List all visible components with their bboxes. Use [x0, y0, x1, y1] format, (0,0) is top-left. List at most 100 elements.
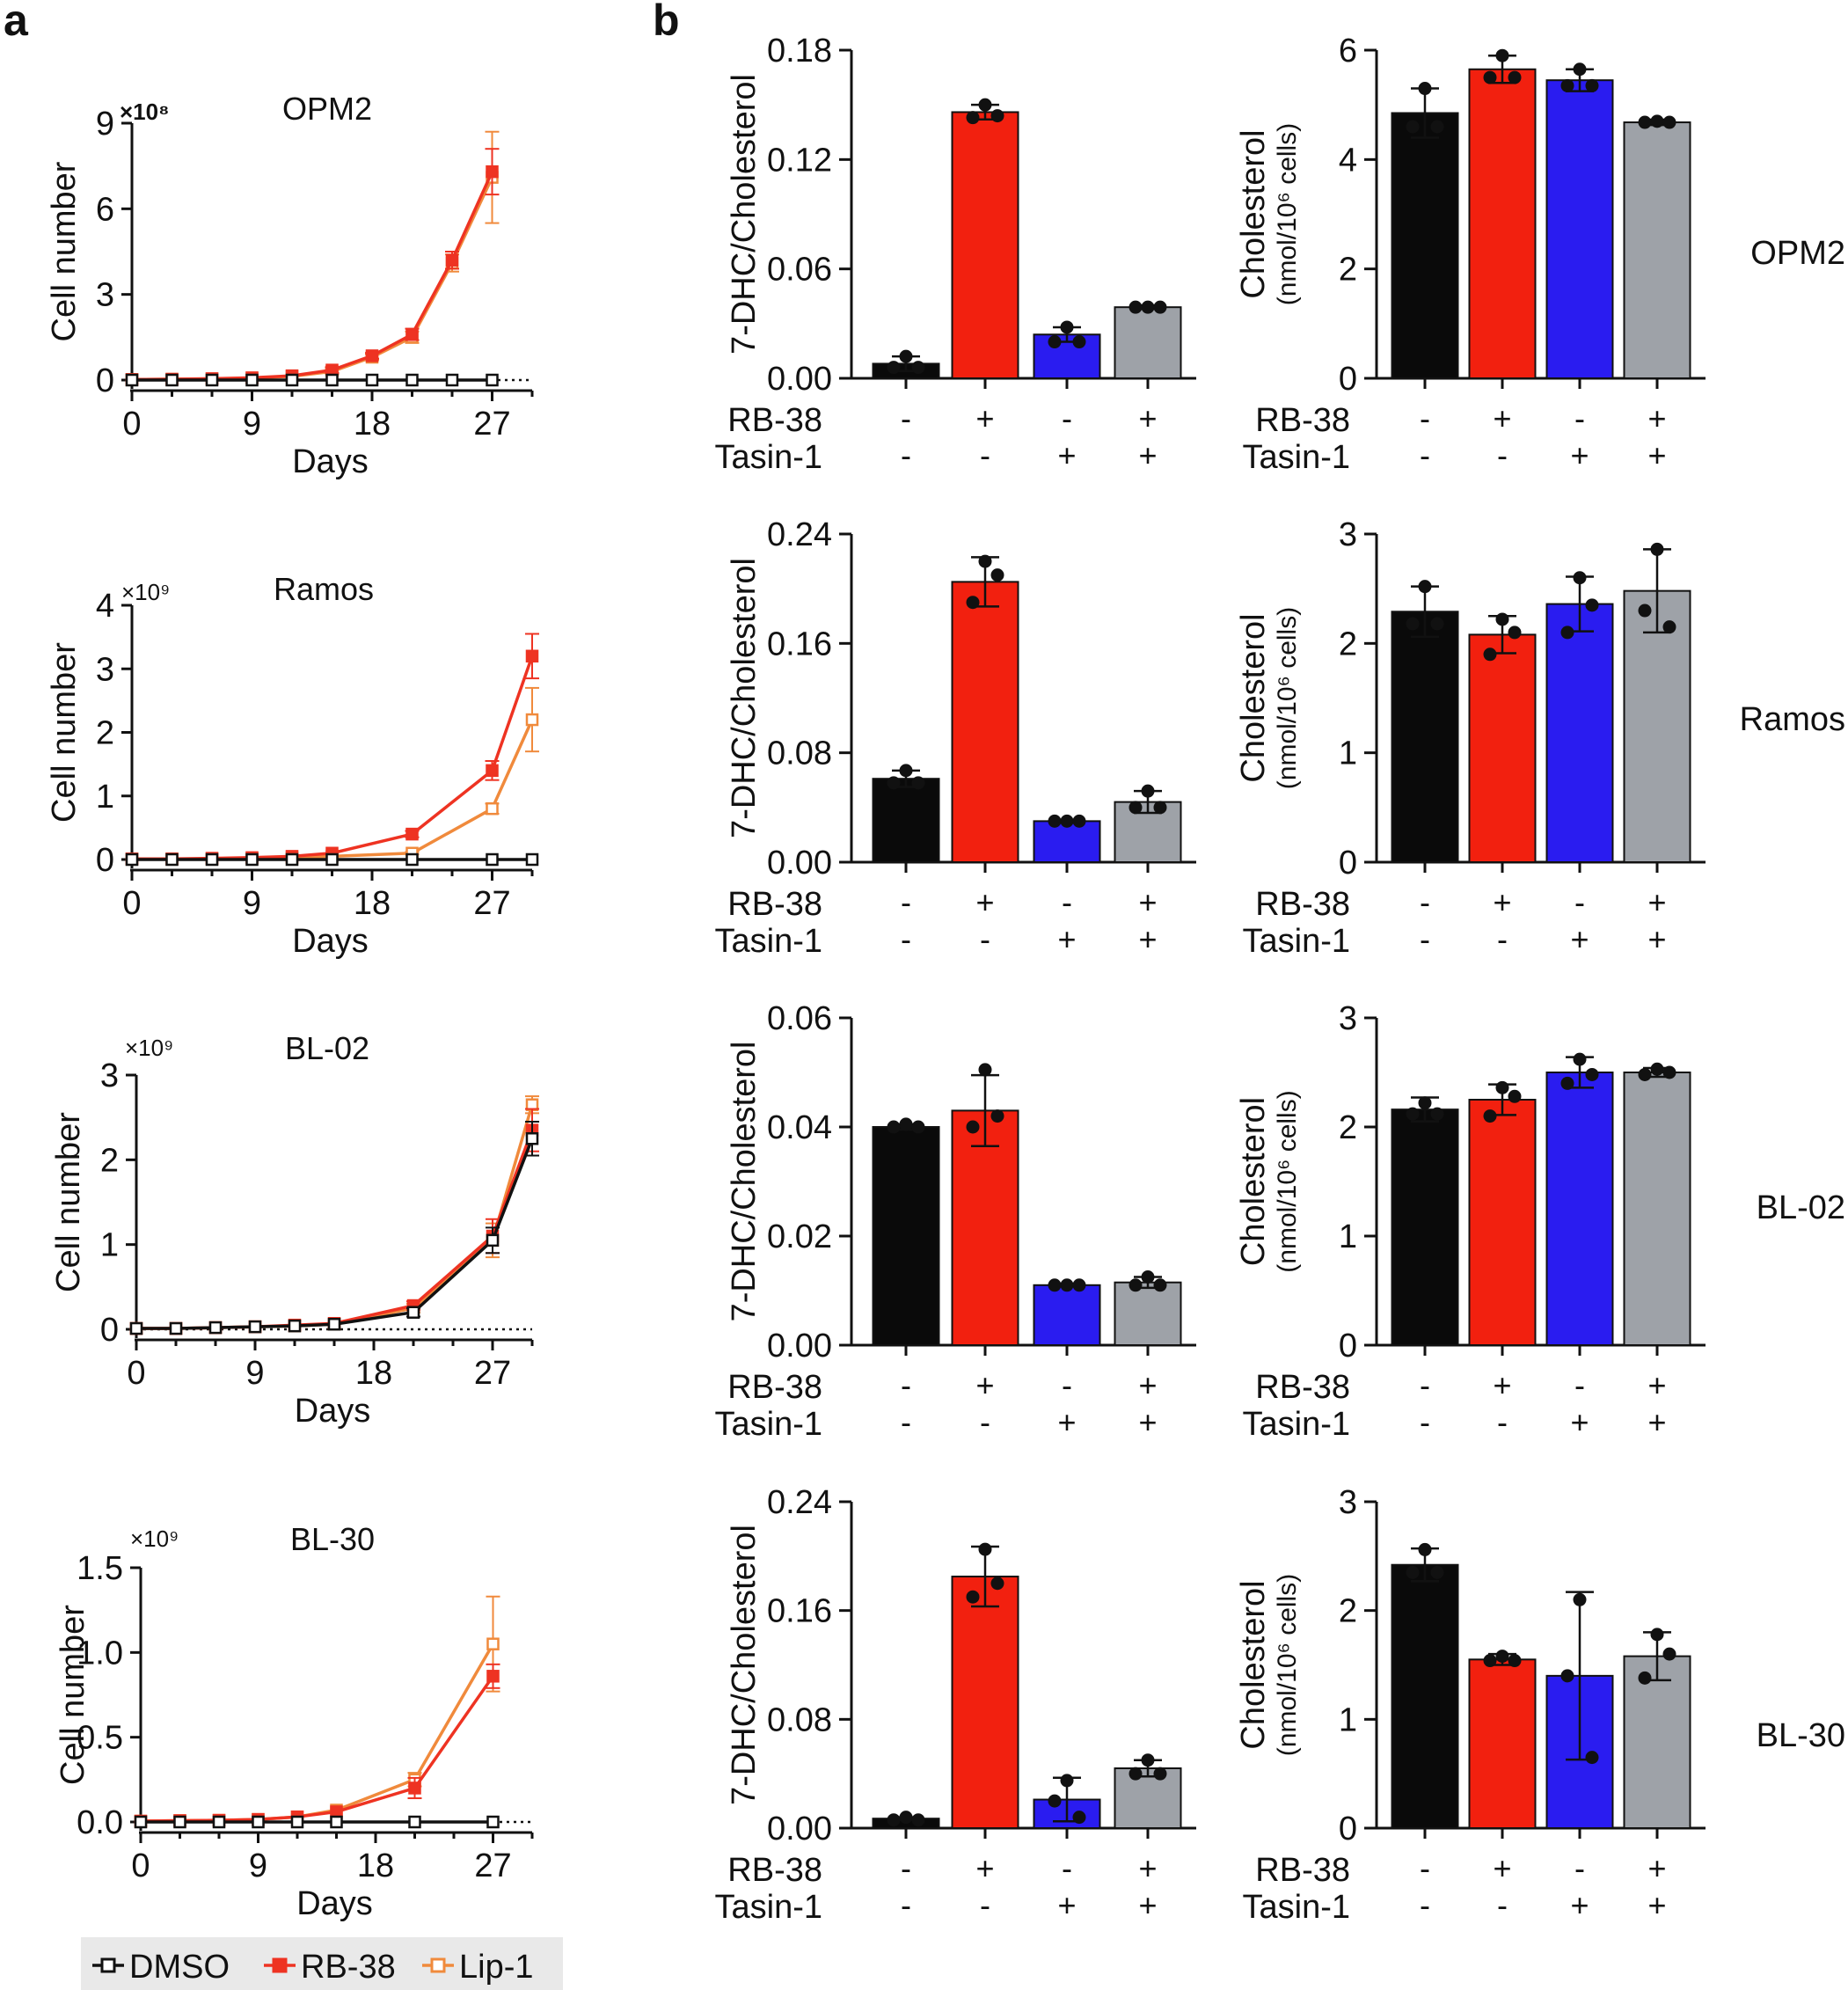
treatment-label-rb38: RB-38 — [1255, 1369, 1350, 1406]
data-point — [325, 373, 339, 387]
replicate-point — [1508, 1654, 1522, 1668]
series-dmso — [129, 1120, 539, 1335]
y-axis-unit: (nmol/10⁶ cells) — [1273, 1574, 1302, 1756]
y-tick-label: 3 — [1339, 1484, 1357, 1521]
treatment-sign: - — [901, 921, 911, 957]
bar-combo — [1623, 121, 1691, 379]
replicate-point — [1141, 784, 1155, 798]
y-tick-label: 0.06 — [767, 1000, 832, 1037]
bar-tasin1 — [1545, 1072, 1614, 1346]
data-point — [165, 852, 179, 867]
treatment-label-tasin1: Tasin-1 — [1243, 1406, 1351, 1443]
replicate-point — [1662, 620, 1676, 634]
treatment-sign: - — [901, 1367, 911, 1403]
legend: DMSO RB-38 Lip-1 — [81, 1937, 563, 1990]
treatment-sign: - — [1062, 1367, 1072, 1403]
y-tick-label: 2 — [1339, 1593, 1357, 1630]
x-tick-label: 9 — [243, 885, 261, 922]
treatment-sign: + — [1647, 1887, 1666, 1923]
data-point — [486, 801, 499, 816]
replicate-point — [1129, 801, 1143, 815]
series-rb-38 — [125, 633, 539, 866]
legend-marker — [272, 1957, 288, 1973]
replicate-point — [1153, 1278, 1167, 1292]
y-tick-label: 0.24 — [767, 1484, 832, 1521]
y-tick-label: 4 — [96, 588, 114, 625]
y-tick-label: 3 — [1339, 1000, 1357, 1037]
treatment-sign: + — [1647, 1404, 1666, 1440]
replicate-point — [1129, 1278, 1143, 1292]
replicate-point — [1662, 115, 1676, 129]
legend-item-lip-1: Lip-1 — [422, 1949, 534, 1986]
bar-rb38 — [1468, 68, 1537, 379]
data-point — [486, 764, 499, 778]
bar-chart-row1-ratio: 0.00 0.06 0.12 0.187-DHC/Cholesterol RB-38Ta… — [715, 33, 1196, 476]
treatment-sign: + — [1138, 1850, 1157, 1886]
bar-dmso — [1391, 112, 1459, 379]
replicate-point — [966, 596, 980, 610]
data-point — [325, 852, 339, 867]
treatment-label-tasin1: Tasin-1 — [715, 1889, 823, 1926]
y-axis-label: Cell number — [55, 1605, 91, 1785]
series-curve — [136, 1138, 534, 1330]
y-tick-label: 0 — [96, 842, 114, 879]
data-point — [445, 373, 459, 387]
bar-tasin1 — [1033, 1284, 1101, 1347]
replicate-point — [911, 776, 925, 790]
series-rb-38 — [134, 1663, 500, 1828]
y-axis-label: 7-DHC/Cholesterol — [726, 558, 763, 838]
y-tick-label: 0.02 — [767, 1218, 832, 1255]
y-tick-label: 0.00 — [767, 1328, 832, 1364]
series-curve — [136, 1104, 534, 1330]
y-tick-label: 3 — [1339, 516, 1357, 553]
series-curve — [132, 719, 534, 861]
replicate-point — [887, 776, 901, 790]
treatment-sign: - — [1497, 1404, 1508, 1440]
y-axis-label: Cholesterol — [1235, 129, 1272, 298]
replicate-point — [911, 361, 925, 375]
data-point — [205, 852, 219, 867]
data-point — [486, 1233, 500, 1247]
replicate-point — [978, 1542, 992, 1556]
y-axis-label: Cell number — [46, 161, 83, 341]
y-tick-label: 0.00 — [767, 361, 832, 398]
y-tick-label: 2 — [96, 715, 114, 752]
replicate-point — [1585, 78, 1599, 92]
x-axis-label: Days — [292, 923, 369, 960]
replicate-point — [887, 1120, 901, 1134]
replicate-point — [1072, 1278, 1086, 1292]
series-curve — [132, 655, 534, 861]
replicate-point — [1662, 1647, 1676, 1661]
replicate-point — [1430, 617, 1444, 631]
bar-rb38 — [951, 1109, 1019, 1347]
bar-rb38 — [951, 1576, 1019, 1830]
bar-rb38 — [1468, 1099, 1537, 1346]
x-axis-label: Days — [296, 1885, 373, 1922]
y-axis-unit: (nmol/10⁶ cells) — [1273, 607, 1302, 789]
y-tick-label: 1 — [1339, 1218, 1357, 1255]
y-axis-label: Cholesterol — [1235, 1580, 1272, 1749]
y-tick-label: 0.24 — [767, 516, 832, 553]
y-exponent: ×10⁹ — [130, 1525, 179, 1552]
treatment-sign: + — [1138, 884, 1157, 920]
x-tick-label: 27 — [474, 1355, 511, 1392]
y-tick-label: 1 — [96, 779, 114, 816]
y-tick-label: 3 — [100, 1057, 119, 1094]
bar-tasin1 — [1545, 79, 1614, 379]
treatment-label-tasin1: Tasin-1 — [1243, 1889, 1351, 1926]
data-point — [285, 373, 299, 387]
replicate-point — [1153, 300, 1167, 314]
replicate-point — [1060, 814, 1074, 828]
replicate-point — [1585, 598, 1599, 612]
bar-dmso — [872, 1126, 940, 1346]
y-tick-label: 2 — [1339, 1109, 1357, 1146]
data-point — [208, 1321, 223, 1335]
bar-chart-row3-cholesterol: 0 1 2 3 Cholesterol (nmol/10⁶ cells) RB-38Tasi… — [1235, 1000, 1845, 1443]
treatment-sign: - — [980, 437, 990, 473]
replicate-point — [1048, 1794, 1062, 1808]
data-point — [486, 1670, 500, 1683]
replicate-point — [990, 1577, 1004, 1591]
cell-line-label: BL-02 — [1757, 1189, 1845, 1226]
replicate-point — [1141, 300, 1155, 314]
